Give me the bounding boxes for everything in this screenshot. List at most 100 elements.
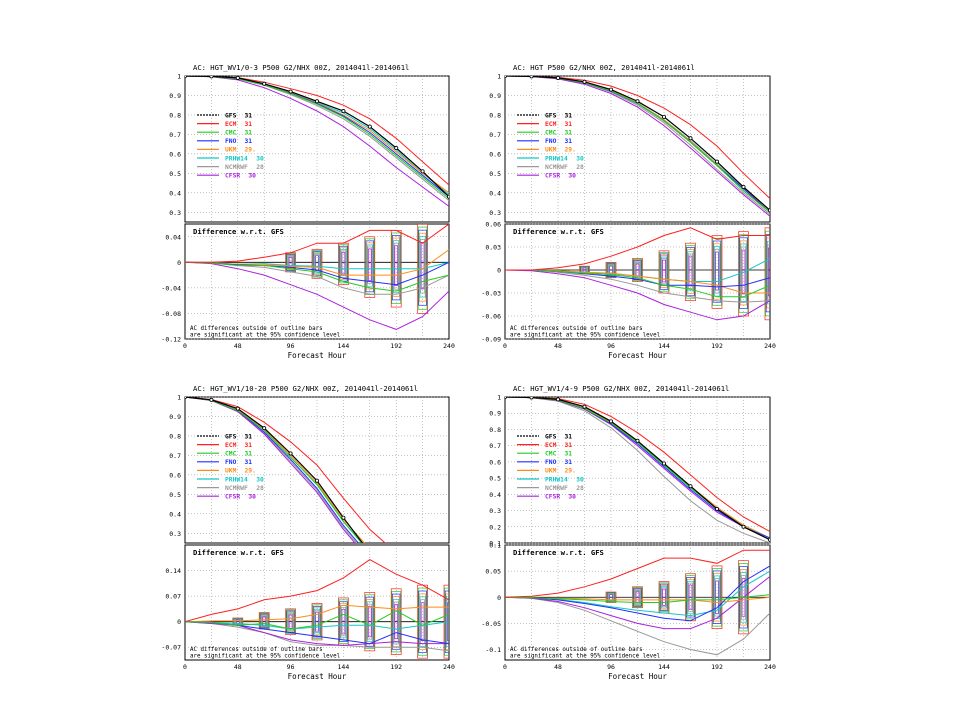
significance-bar	[285, 253, 296, 272]
diff-y-tick-label: 0.07	[165, 593, 181, 601]
legend-count-cmc: 31	[245, 451, 253, 458]
ac-series-group	[505, 397, 770, 543]
ac-point-gfs	[529, 76, 534, 79]
ac-line-cmc	[185, 76, 449, 199]
significance-bar	[633, 588, 642, 607]
significance-bar	[661, 586, 667, 609]
x-tick-label: 0	[503, 342, 507, 350]
legend-label-prhw14: PRHW14	[225, 476, 248, 483]
significance-bar	[714, 578, 720, 617]
significance-bar	[767, 244, 770, 301]
legend-count-gfs: 31	[565, 112, 573, 119]
significance-bar	[286, 253, 295, 271]
legend-label-ecm: ECM	[225, 442, 237, 449]
diff-y-tick-label: -0.08	[161, 310, 181, 318]
legend-count-ncmrwf: 28	[256, 485, 264, 492]
ac-point-gfs	[582, 79, 587, 84]
ac-y-tick-label: 1	[497, 73, 501, 81]
significance-bar	[315, 255, 319, 271]
legend-label-cfsr: CFSR	[545, 494, 560, 501]
ac-point-gfs	[288, 89, 293, 94]
significance-bar	[338, 244, 349, 284]
significance-bar	[662, 588, 666, 606]
diff-panel-title: Difference w.r.t. GFS	[193, 227, 284, 236]
diff-y-tick-label: 0.06	[485, 221, 501, 229]
ac-y-tick-label: 0.3	[169, 530, 181, 538]
legend-label-cmc: CMC	[545, 451, 557, 458]
diff-series-group	[185, 224, 449, 330]
ac-line-cfsr	[185, 397, 356, 543]
diff-panel-title: Difference w.r.t. GFS	[513, 227, 604, 236]
panel-title: AC: HGT_WV1/10-20 P500 G2/NHX 00Z, 20140…	[193, 384, 418, 393]
legend-count-cfsr: 30	[248, 494, 256, 501]
ac-y-tick-label: 0.5	[169, 170, 181, 178]
significance-bar	[260, 614, 268, 628]
significance-bar	[764, 227, 770, 321]
x-tick-label: 48	[554, 342, 562, 350]
legend-label-ukm: UKM	[225, 147, 237, 154]
x-tick-label: 48	[554, 663, 562, 671]
x-tick-label: 96	[287, 342, 295, 350]
significance-bar	[314, 253, 320, 274]
diff-note-line1: AC differences outside of outline bars	[510, 326, 643, 332]
significance-bar	[392, 596, 400, 647]
significance-bar	[313, 252, 321, 275]
significance-bar	[341, 607, 346, 637]
x-tick-label: 48	[234, 342, 242, 350]
diff-y-tick-label: 0.05	[485, 568, 501, 576]
x-tick-label: 240	[443, 342, 455, 350]
ac-point-gfs	[582, 404, 587, 409]
significance-bar	[392, 593, 401, 650]
significance-bar	[391, 591, 401, 653]
diff-line-cfsr	[185, 261, 449, 330]
ac-point-gfs	[185, 76, 187, 78]
legend-label-cfsr: CFSR	[225, 173, 240, 180]
legend-count-ncmrwf: 28	[576, 164, 584, 171]
legend-count-prhw14: 30	[256, 476, 264, 483]
significance-bar	[314, 610, 320, 633]
significance-bar	[312, 250, 322, 278]
legend-count-fno: 31	[565, 459, 573, 466]
significance-bar	[261, 615, 267, 627]
significance-bar	[444, 587, 449, 656]
legend-label-fno: FNO	[225, 138, 237, 145]
significance-bar	[632, 259, 643, 281]
ac-point-gfs	[394, 146, 399, 151]
significance-bar	[686, 577, 695, 618]
significance-bar	[420, 242, 425, 290]
legend-count-fno: 31	[245, 459, 253, 466]
significance-bar	[261, 615, 268, 627]
significance-bar	[420, 238, 425, 294]
significance-bar	[688, 582, 693, 612]
significance-bar	[608, 593, 614, 602]
x-tick-label: 192	[711, 342, 723, 350]
legend-count-prhw14: 30	[256, 155, 264, 162]
diff-line-cmc	[505, 269, 770, 298]
significance-bar	[659, 253, 669, 290]
ac-point-gfs	[209, 76, 214, 79]
ac-point-gfs	[367, 124, 372, 129]
significance-bar	[740, 243, 747, 302]
ac-point-gfs	[505, 397, 507, 399]
significance-bar	[315, 611, 319, 632]
x-tick-label: 240	[764, 342, 776, 350]
chart-panel-2: AC: HGT P500 G2/NHX 00Z, 2014041l-201406…	[481, 63, 776, 360]
ac-y-tick-label: 0.3	[489, 507, 501, 515]
significance-bar	[688, 253, 693, 289]
diff-y-tick-label: -0.1	[485, 646, 501, 654]
legend-count-fno: 31	[245, 138, 253, 145]
ac-y-tick-label: 0.4	[489, 491, 501, 499]
ac-y-tick-label: 0.7	[169, 452, 181, 460]
ac-point-gfs	[609, 87, 614, 92]
significance-bar	[688, 584, 693, 610]
significance-bar	[259, 612, 269, 629]
diff-line-ncmrwf	[505, 269, 770, 303]
legend-count-ecm: 31	[245, 442, 253, 449]
diff-line-ncmrwf	[185, 621, 449, 652]
significance-bar	[634, 589, 641, 605]
ac-y-tick-label: 0.4	[169, 189, 181, 197]
x-axis-label: Forecast Hour	[608, 351, 667, 360]
ac-y-tick-label: 0.6	[169, 150, 181, 158]
legend-count-cfsr: 30	[568, 494, 576, 501]
ac-y-tick-label: 0.4	[169, 510, 181, 518]
